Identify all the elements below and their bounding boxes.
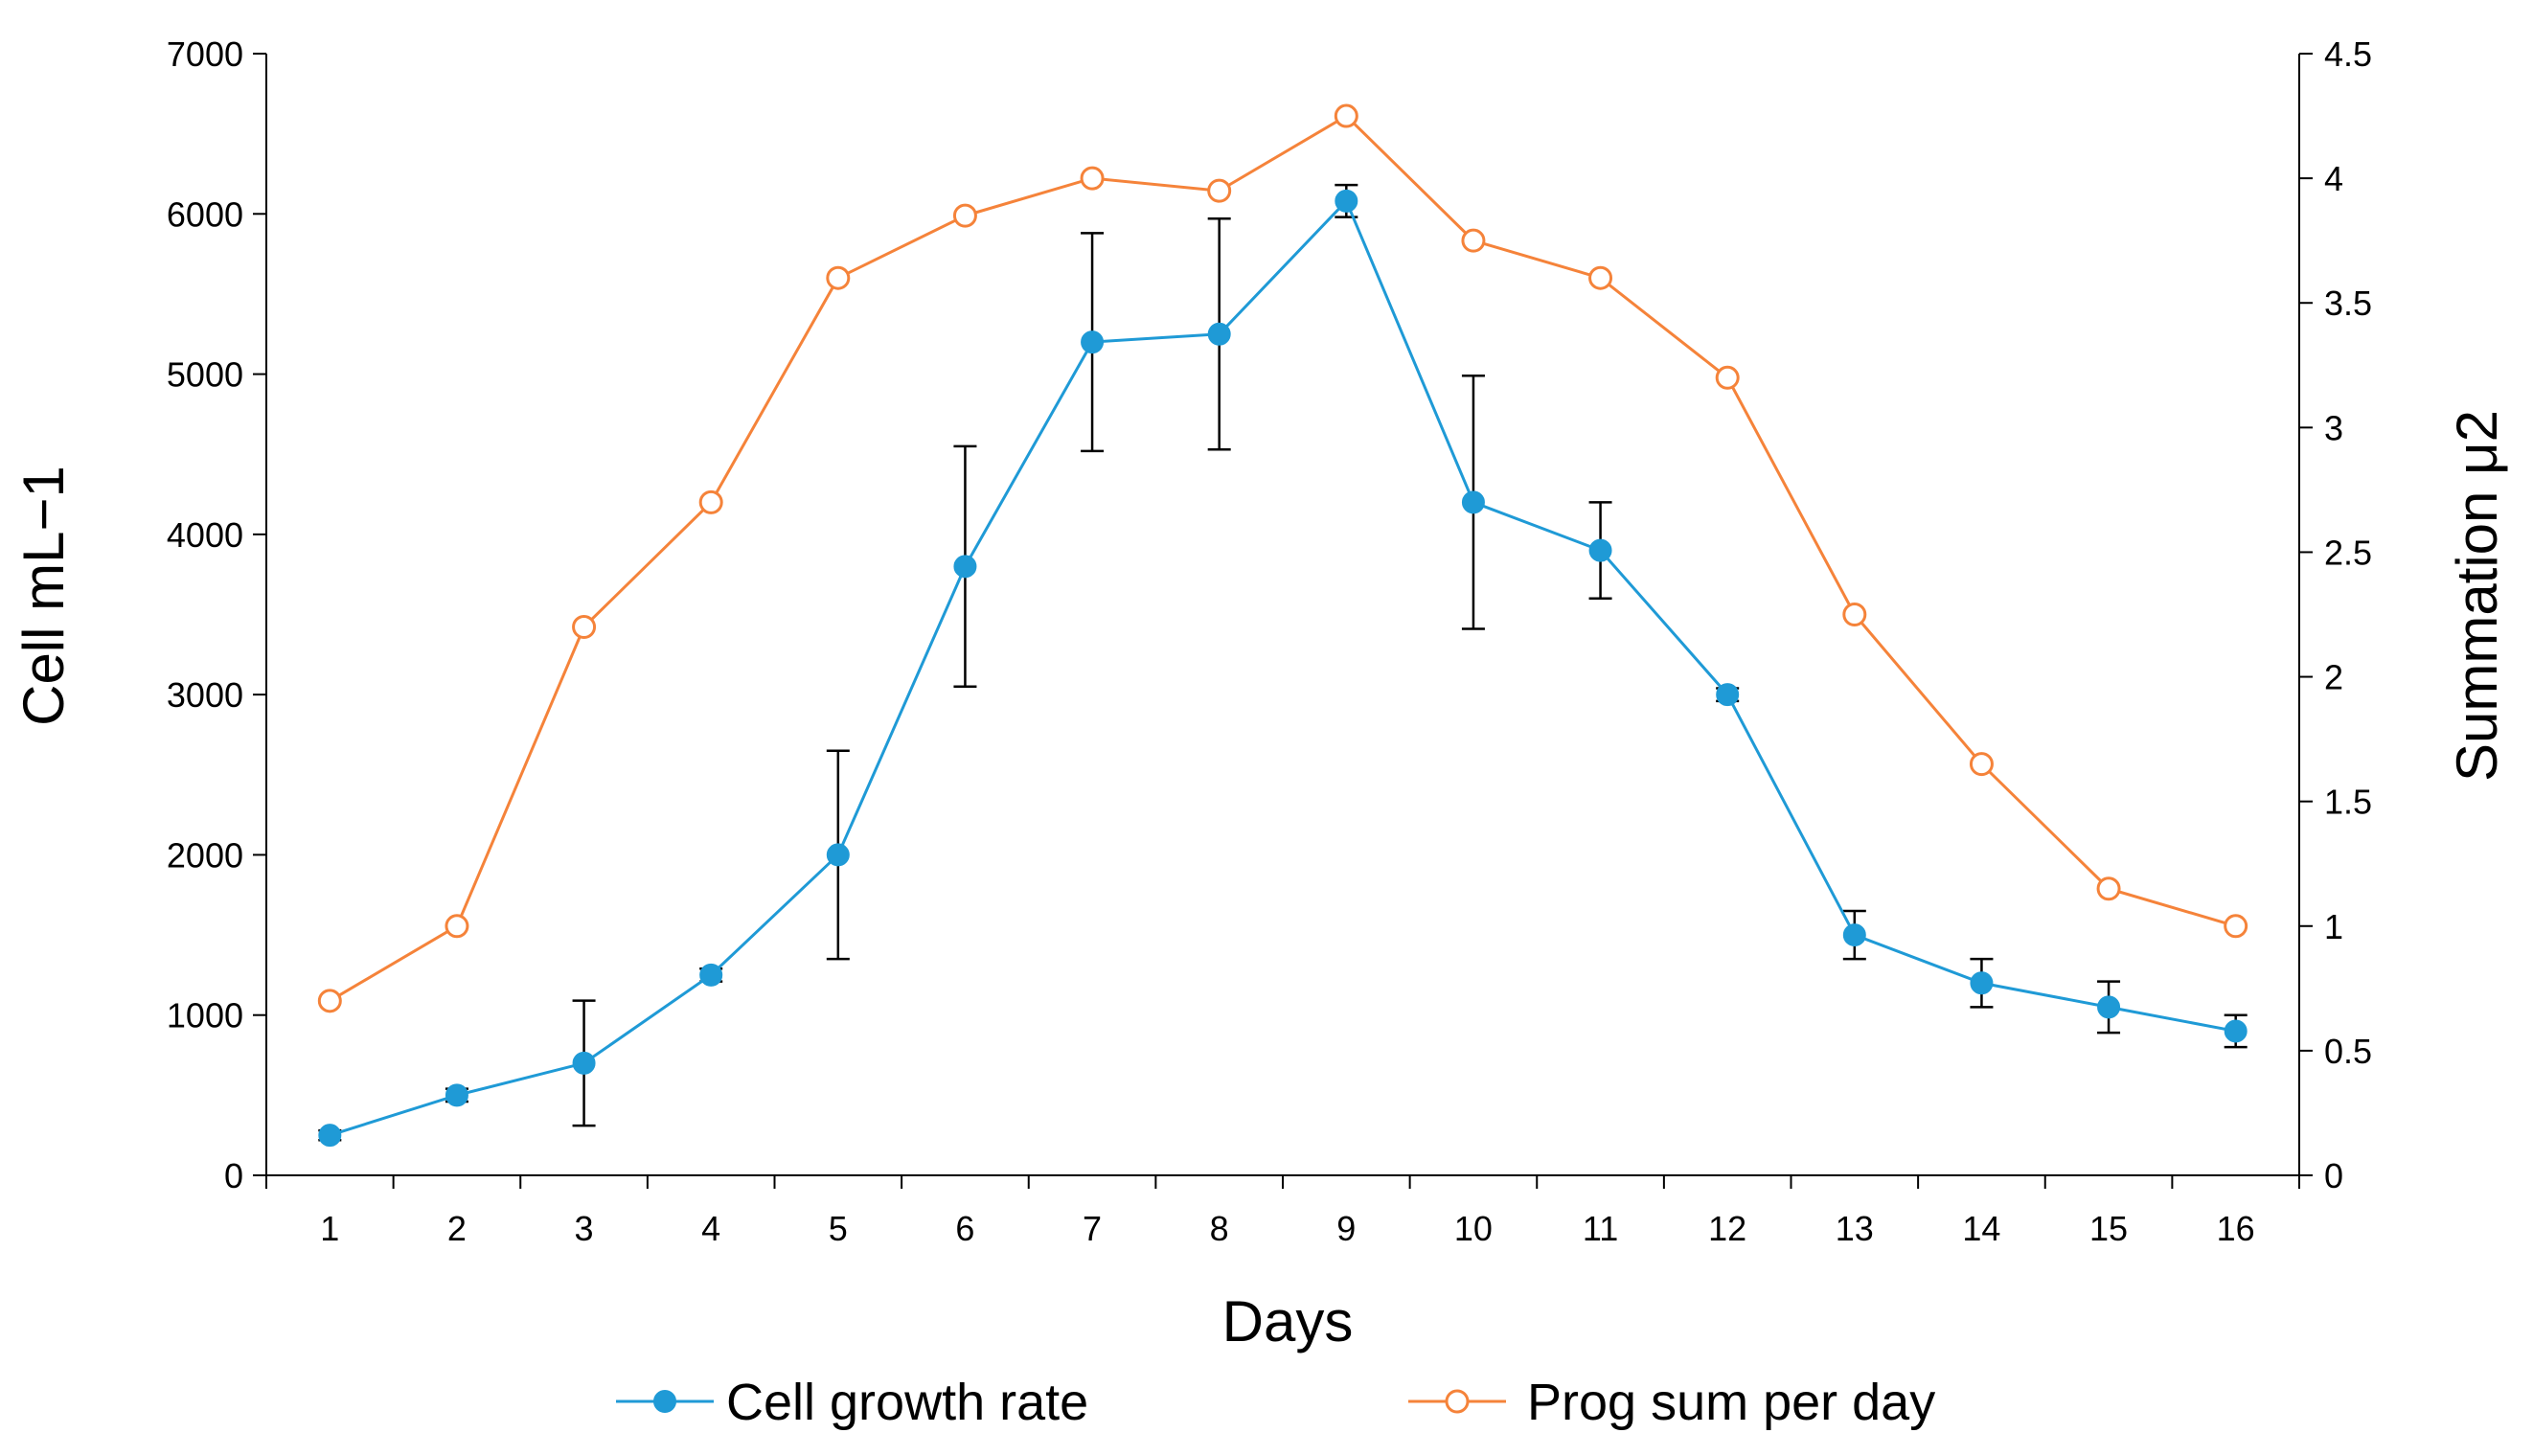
point-cell-growth-rate — [1842, 923, 1866, 947]
axes: 0 1000 2000 3000 4000 5000 6000 7000 0 0.5 1 1.5 2 2.… — [167, 34, 2372, 1248]
x-tick-label: 9 — [1336, 1209, 1356, 1248]
legend-label-prog-sum: Prog sum per day — [1527, 1374, 1935, 1431]
x-axis-title: Days — [1222, 1289, 1354, 1354]
point-cell-growth-rate — [572, 1051, 596, 1075]
point-prog-sum-per-day — [1715, 365, 1740, 390]
point-cell-growth-rate — [318, 1124, 342, 1148]
point-prog-sum-per-day — [572, 615, 597, 640]
x-tick-label: 3 — [575, 1209, 594, 1248]
point-prog-sum-per-day — [1461, 228, 1486, 253]
x-tick-label: 5 — [829, 1209, 848, 1248]
x-tick-label: 1 — [320, 1209, 339, 1248]
x-tick-label: 10 — [1454, 1209, 1493, 1248]
y-axis-title: Cell mL−1 — [11, 466, 76, 726]
point-prog-sum-per-day — [952, 203, 977, 228]
y2-tick-label: 0.5 — [2324, 1032, 2372, 1071]
point-cell-growth-rate — [1461, 490, 1485, 514]
series-lines — [329, 114, 2237, 1137]
y-tick-label: 3000 — [167, 675, 243, 715]
y2-axis-title: Summation μ2 — [2445, 410, 2509, 782]
point-cell-growth-rate — [826, 843, 850, 867]
point-cell-growth-rate — [1970, 971, 1994, 995]
series-line-cell-growth-rate — [329, 198, 2236, 1137]
point-cell-growth-rate — [699, 963, 723, 987]
x-tick-label: 11 — [1583, 1209, 1618, 1248]
point-cell-growth-rate — [2224, 1019, 2248, 1043]
y-tick-label: 1000 — [167, 996, 243, 1035]
y2-tick-label: 1 — [2324, 907, 2343, 946]
series-line-prog-sum-per-day — [329, 114, 2237, 1003]
y2-tick-label: 2 — [2324, 658, 2343, 697]
x-tick-label: 12 — [1708, 1209, 1746, 1248]
point-prog-sum-per-day — [2096, 876, 2121, 901]
y-tick-label: 4000 — [167, 515, 243, 555]
point-cell-growth-rate — [1588, 538, 1612, 562]
point-prog-sum-per-day — [826, 265, 851, 290]
point-cell-growth-rate — [1207, 322, 1231, 346]
series-markers — [317, 103, 2248, 1148]
y2-tick-label: 4 — [2324, 159, 2343, 198]
legend-label-cell-growth: Cell growth rate — [726, 1374, 1088, 1431]
y2-tick-label: 3 — [2324, 408, 2343, 447]
y-tick-label: 0 — [224, 1156, 243, 1195]
point-prog-sum-per-day — [317, 989, 342, 1013]
y-tick-label: 2000 — [167, 835, 243, 875]
y2-tick-label: 1.5 — [2324, 783, 2372, 822]
point-prog-sum-per-day — [1969, 752, 1994, 777]
point-prog-sum-per-day — [698, 489, 723, 514]
point-cell-growth-rate — [953, 555, 977, 579]
point-prog-sum-per-day — [1588, 265, 1613, 290]
point-prog-sum-per-day — [1842, 603, 1867, 626]
error-bars — [318, 183, 2248, 1142]
x-tick-label: 7 — [1083, 1209, 1102, 1248]
point-prog-sum-per-day — [1080, 166, 1105, 191]
y2-tick-label: 4.5 — [2324, 34, 2372, 74]
x-tick-label: 2 — [447, 1209, 467, 1248]
y2-tick-label: 2.5 — [2324, 533, 2372, 572]
point-prog-sum-per-day — [1207, 178, 1232, 203]
point-prog-sum-per-day — [1334, 103, 1358, 128]
y-tick-label: 7000 — [167, 34, 243, 74]
point-prog-sum-per-day — [2224, 914, 2248, 939]
point-cell-growth-rate — [1081, 330, 1105, 354]
legend-item-prog-sum-per-day: Prog sum per day — [1408, 1374, 1935, 1431]
point-cell-growth-rate — [445, 1083, 468, 1107]
x-tick-label: 6 — [955, 1209, 974, 1248]
legend-marker-cell-growth — [653, 1390, 676, 1413]
y-tick-label: 5000 — [167, 355, 243, 395]
y-tick-label: 6000 — [167, 194, 243, 234]
point-cell-growth-rate — [2097, 995, 2121, 1019]
x-tick-label: 14 — [1962, 1209, 2000, 1248]
y2-tick-label: 3.5 — [2324, 284, 2372, 323]
legend-marker-prog-sum — [1445, 1389, 1470, 1414]
x-tick-label: 16 — [2217, 1209, 2255, 1248]
x-tick-label: 13 — [1836, 1209, 1874, 1248]
x-tick-label: 8 — [1210, 1209, 1229, 1248]
point-cell-growth-rate — [1716, 683, 1740, 707]
point-cell-growth-rate — [1335, 189, 1358, 213]
y2-tick-label: 0 — [2324, 1156, 2343, 1195]
legend-item-cell-growth-rate: Cell growth rate — [616, 1374, 1088, 1431]
point-prog-sum-per-day — [445, 914, 469, 939]
x-tick-label: 4 — [701, 1209, 720, 1248]
x-tick-label: 15 — [2089, 1209, 2128, 1248]
legend: Cell growth rate Prog sum per day — [616, 1374, 1935, 1431]
